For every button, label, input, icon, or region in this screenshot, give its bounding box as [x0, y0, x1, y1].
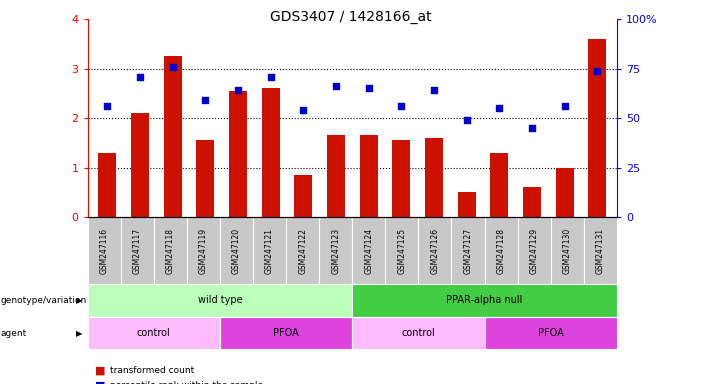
- Text: GSM247126: GSM247126: [430, 227, 440, 274]
- Text: GSM247129: GSM247129: [530, 227, 538, 274]
- Text: ■: ■: [95, 381, 105, 384]
- Point: [232, 87, 243, 93]
- Text: wild type: wild type: [198, 295, 243, 306]
- Point: [526, 125, 538, 131]
- Bar: [458, 192, 475, 217]
- Text: GSM247119: GSM247119: [199, 227, 208, 274]
- Point: [265, 73, 276, 79]
- Text: GSM247124: GSM247124: [365, 227, 374, 274]
- Point: [135, 73, 146, 79]
- Text: GSM247122: GSM247122: [298, 228, 307, 273]
- Text: control: control: [402, 328, 435, 338]
- Bar: [393, 140, 410, 217]
- Bar: [490, 153, 508, 217]
- Text: GSM247128: GSM247128: [496, 228, 505, 273]
- Bar: [131, 113, 149, 217]
- Point: [395, 103, 407, 109]
- Text: agent: agent: [1, 329, 27, 338]
- Point: [461, 117, 472, 123]
- Point: [102, 103, 113, 109]
- Text: transformed count: transformed count: [110, 366, 194, 375]
- Bar: [588, 39, 606, 217]
- Text: genotype/variation: genotype/variation: [1, 296, 87, 305]
- Text: GSM247123: GSM247123: [331, 227, 340, 274]
- Bar: [196, 140, 215, 217]
- Point: [559, 103, 570, 109]
- Text: PFOA: PFOA: [273, 328, 299, 338]
- Text: control: control: [137, 328, 170, 338]
- Bar: [229, 91, 247, 217]
- Text: GSM247120: GSM247120: [232, 227, 241, 274]
- Bar: [327, 136, 345, 217]
- Point: [298, 107, 309, 113]
- Text: GSM247131: GSM247131: [596, 227, 605, 274]
- Bar: [523, 187, 541, 217]
- Text: GSM247117: GSM247117: [132, 227, 142, 274]
- Text: ▶: ▶: [76, 329, 82, 338]
- Bar: [360, 136, 378, 217]
- Point: [167, 64, 178, 70]
- Point: [363, 85, 374, 91]
- Text: ▶: ▶: [76, 296, 82, 305]
- Point: [428, 87, 440, 93]
- Text: GSM247125: GSM247125: [397, 227, 407, 274]
- Point: [330, 83, 341, 89]
- Text: GSM247116: GSM247116: [100, 227, 109, 274]
- Bar: [425, 138, 443, 217]
- Text: GSM247118: GSM247118: [166, 228, 175, 273]
- Bar: [98, 153, 116, 217]
- Point: [200, 97, 211, 103]
- Bar: [261, 88, 280, 217]
- Point: [494, 105, 505, 111]
- Text: GSM247130: GSM247130: [563, 227, 572, 274]
- Text: ■: ■: [95, 366, 105, 376]
- Bar: [294, 175, 312, 217]
- Bar: [163, 56, 182, 217]
- Text: PFOA: PFOA: [538, 328, 564, 338]
- Text: percentile rank within the sample: percentile rank within the sample: [110, 381, 263, 384]
- Text: GSM247121: GSM247121: [265, 228, 274, 273]
- Bar: [556, 167, 573, 217]
- Text: GSM247127: GSM247127: [463, 227, 472, 274]
- Text: GDS3407 / 1428166_at: GDS3407 / 1428166_at: [270, 10, 431, 23]
- Point: [592, 68, 603, 74]
- Text: PPAR-alpha null: PPAR-alpha null: [447, 295, 523, 306]
